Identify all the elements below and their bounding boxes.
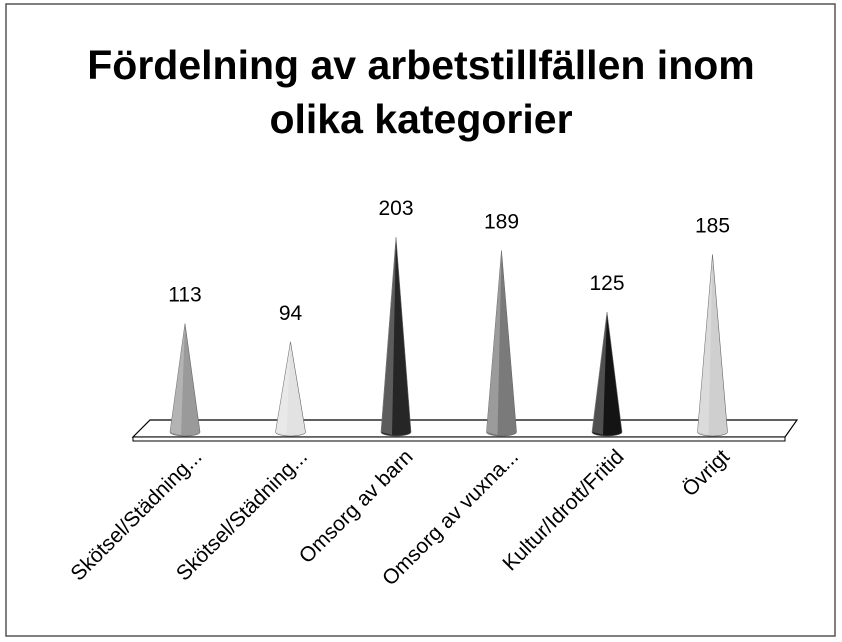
data-label: 185 [695,214,730,237]
data-label: 189 [484,211,519,234]
floor-edge [132,436,786,442]
cone-shade [170,323,185,435]
cone-shade [592,312,607,435]
cone-shade [275,341,291,435]
chart-title: Fördelning av arbetstillfällen inom olik… [87,42,755,142]
x-tick-label: Omsorg av barn [295,445,418,568]
cone [486,250,517,437]
x-tick-label: Övrigt [678,445,734,501]
cone [591,311,623,437]
floor [131,419,799,438]
cone [275,341,306,437]
cone [697,254,728,437]
data-label: 203 [378,197,413,220]
data-label: 94 [279,302,303,325]
frame [5,3,836,637]
cone [380,237,412,437]
cone-shade [697,254,713,435]
data-label: 113 [168,284,201,307]
cone [169,323,201,437]
data-label: 125 [589,272,624,295]
cone-shade [381,237,396,435]
cone-shade [486,250,502,435]
